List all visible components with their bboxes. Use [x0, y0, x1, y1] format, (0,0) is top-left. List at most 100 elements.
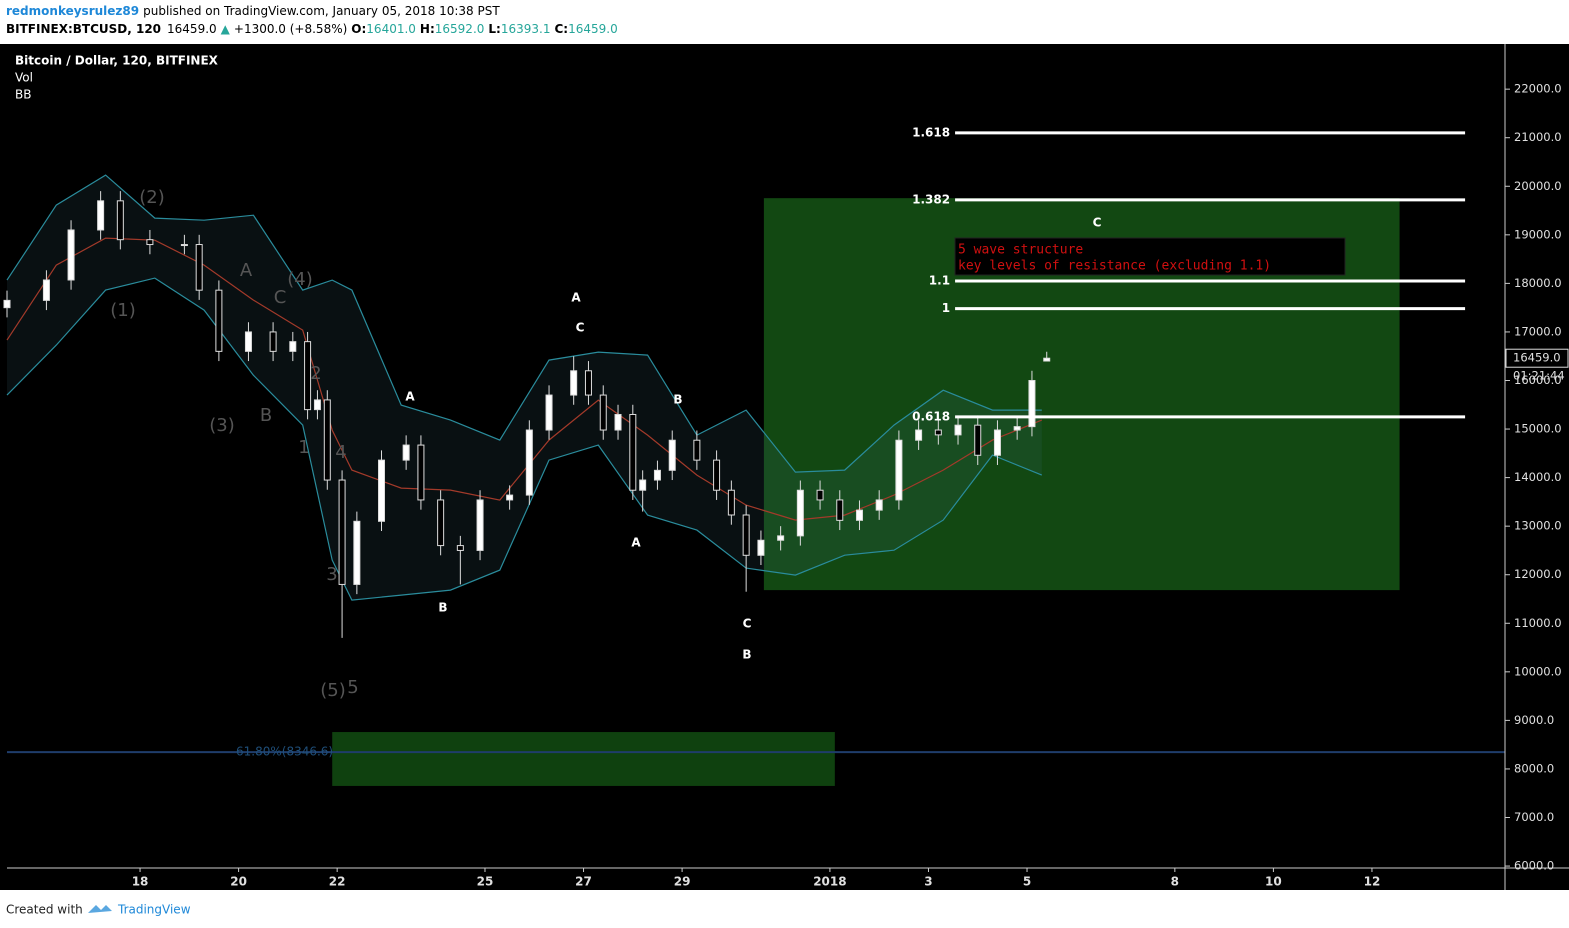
- wave-label: (5): [320, 680, 346, 701]
- wave-label: 5: [347, 677, 358, 698]
- candle-body: [614, 413, 622, 431]
- candle-body: [727, 489, 735, 516]
- y-tick-label: 14000.0: [1514, 470, 1562, 484]
- y-tick-label: 7000.0: [1514, 810, 1554, 824]
- price-tag-label: 16459.0: [1513, 351, 1561, 365]
- wave-label: C: [743, 617, 752, 631]
- candle-body: [116, 200, 124, 241]
- candle-body: [993, 429, 1001, 456]
- band-fill: [7, 175, 1042, 601]
- candle-body: [269, 331, 277, 352]
- candle-body: [777, 535, 785, 541]
- candle-body: [506, 494, 514, 501]
- candle-body: [875, 499, 883, 511]
- candle-body: [195, 244, 203, 291]
- y-tick-label: 12000.0: [1514, 567, 1562, 581]
- candle-body: [289, 341, 297, 352]
- y-tick-label: 17000.0: [1514, 324, 1562, 338]
- x-tick-label: 5: [1023, 875, 1031, 889]
- wave-label: B: [438, 601, 447, 615]
- wave-label: A: [631, 536, 641, 550]
- wave-label: C: [576, 321, 585, 335]
- fib-label: 0.618: [912, 409, 950, 423]
- candle-body: [97, 200, 105, 231]
- wave-label: 3: [326, 564, 337, 585]
- fib-label: 1: [942, 301, 950, 315]
- l-label: L:: [488, 22, 500, 36]
- candle-body: [67, 229, 75, 281]
- wave-label: (3): [209, 415, 235, 436]
- candle-body: [693, 439, 701, 461]
- candle-body: [855, 509, 863, 521]
- candle-body: [954, 424, 962, 436]
- y-tick-label: 22000.0: [1514, 82, 1562, 96]
- footer-created: Created with: [6, 903, 83, 917]
- candle-body: [42, 279, 50, 301]
- y-tick-label: 9000.0: [1514, 713, 1554, 727]
- x-tick-label: 10: [1265, 875, 1282, 889]
- candle-body: [668, 439, 676, 471]
- author[interactable]: redmonkeysrulez89: [6, 4, 139, 18]
- x-tick-label: 3: [924, 875, 932, 889]
- c-label: C:: [554, 22, 568, 36]
- candle-body: [836, 499, 844, 521]
- candle-body: [742, 514, 750, 556]
- candle-body: [402, 444, 410, 461]
- y-tick-label: 13000.0: [1514, 519, 1562, 533]
- x-tick-label: 25: [477, 875, 494, 889]
- wave-label: (4): [287, 269, 313, 290]
- logo: [88, 905, 112, 913]
- footer-brand[interactable]: TradingView: [117, 903, 191, 917]
- band-basis: [6, 237, 1043, 521]
- y-tick-label: 10000.0: [1514, 664, 1562, 678]
- candle-body: [796, 489, 804, 537]
- plot-layer: 61.80%(8346.6) 1.618 1.382 1.1 1 0.618 5 wave …: [3, 125, 1505, 786]
- fib-label: 1.382: [912, 192, 950, 206]
- candle-body: [378, 459, 385, 522]
- candle-body: [934, 429, 942, 436]
- arrow: ▲: [221, 22, 231, 36]
- candle-body: [437, 499, 445, 547]
- x-tick-label: 18: [132, 875, 149, 889]
- countdown: 01:21:44: [1513, 369, 1565, 383]
- wave-label: (1): [110, 300, 136, 321]
- target-zone: [332, 732, 835, 786]
- y-tick-label: 15000.0: [1514, 422, 1562, 436]
- candle-body: [974, 424, 982, 456]
- candle-body: [599, 394, 607, 431]
- wave-label: C: [1093, 216, 1102, 230]
- y-tick-label: 19000.0: [1514, 227, 1562, 241]
- candle-body: [1043, 357, 1051, 362]
- header-line: redmonkeysrulez89 published on TradingVie…: [6, 4, 500, 18]
- candle-body: [180, 244, 188, 247]
- y-tick-label: 16000.0: [1514, 373, 1562, 387]
- h-value: 16592.0: [435, 22, 485, 36]
- x-tick-label: 29: [674, 875, 691, 889]
- wave-label: B: [260, 405, 272, 426]
- wave-label: A: [571, 291, 581, 305]
- candle-body: [570, 370, 578, 396]
- band-upper: [6, 174, 1042, 473]
- candle-body: [525, 429, 533, 496]
- y-tick-label: 18000.0: [1514, 276, 1562, 290]
- candle-body: [476, 499, 484, 551]
- y-tick-label: 11000.0: [1514, 616, 1562, 630]
- candle-body: [456, 545, 464, 551]
- x-tick-label: 27: [575, 875, 592, 889]
- x-tick-label: 2018: [813, 875, 846, 889]
- candle-body: [323, 399, 331, 481]
- legend-vol: Vol: [15, 71, 33, 85]
- candle-body: [915, 429, 923, 441]
- candle-body: [545, 394, 553, 431]
- candle-body: [816, 489, 824, 501]
- o-label: O:: [351, 22, 366, 36]
- wave-label: B: [673, 393, 682, 407]
- candle-body: [417, 444, 425, 501]
- candle-body: [353, 520, 361, 585]
- candle-body: [584, 370, 592, 396]
- y-tick-label: 6000.0: [1514, 859, 1554, 873]
- candle-body: [244, 331, 252, 352]
- y-tick-label: 8000.0: [1514, 761, 1554, 775]
